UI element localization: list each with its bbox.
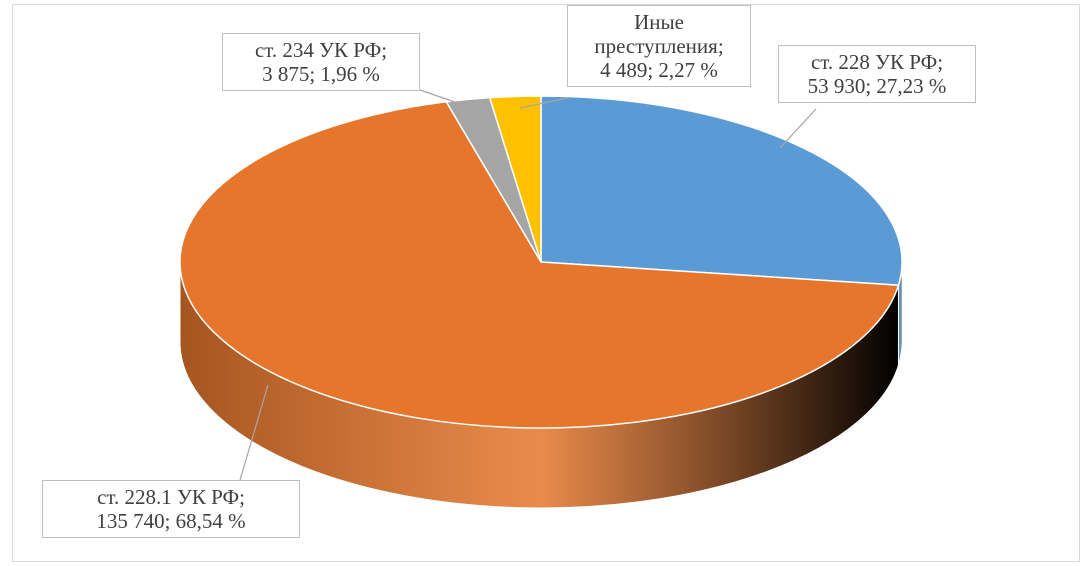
data-label: ст. 228 УК РФ; 53 930; 27,23 % bbox=[778, 45, 976, 103]
label-separator: ; bbox=[309, 62, 316, 86]
data-label: ст. 228.1 УК РФ; 135 740; 68,54 % bbox=[42, 480, 300, 538]
data-label: Иные преступления; 4 489; 2,27 % bbox=[567, 5, 751, 87]
label-separator: ; bbox=[717, 34, 724, 58]
label-separator: ; bbox=[239, 485, 245, 509]
label-category: ст. 234 УК РФ bbox=[254, 38, 382, 62]
label-value: 3 875 bbox=[262, 62, 310, 86]
leader-line bbox=[779, 108, 817, 149]
label-separator: ; bbox=[381, 38, 388, 62]
label-separator: ; bbox=[865, 74, 872, 98]
label-category: Иные преступления bbox=[594, 10, 718, 58]
label-percent: 68,54 % bbox=[175, 509, 246, 533]
leader-line bbox=[239, 384, 269, 481]
label-percent: 1,96 % bbox=[320, 62, 380, 86]
label-separator: ; bbox=[164, 509, 171, 533]
label-value: 53 930 bbox=[807, 74, 866, 98]
label-category: ст. 228.1 УК РФ bbox=[97, 485, 240, 509]
chart-frame bbox=[12, 4, 1080, 562]
leader-line bbox=[419, 89, 479, 111]
data-label: ст. 234 УК РФ; 3 875; 1,96 % bbox=[222, 33, 420, 91]
label-percent: 2,27 % bbox=[658, 58, 718, 82]
pie-slice bbox=[488, 95, 542, 263]
label-separator: ; bbox=[647, 58, 654, 82]
label-value: 4 489 bbox=[600, 58, 648, 82]
label-value: 135 740 bbox=[96, 509, 165, 533]
pie-slice bbox=[540, 95, 903, 286]
leader-line bbox=[519, 97, 568, 109]
label-category: ст. 228 УК РФ bbox=[810, 50, 938, 74]
label-separator: ; bbox=[937, 50, 944, 74]
pie-slice bbox=[179, 101, 900, 429]
label-percent: 27,23 % bbox=[876, 74, 947, 98]
